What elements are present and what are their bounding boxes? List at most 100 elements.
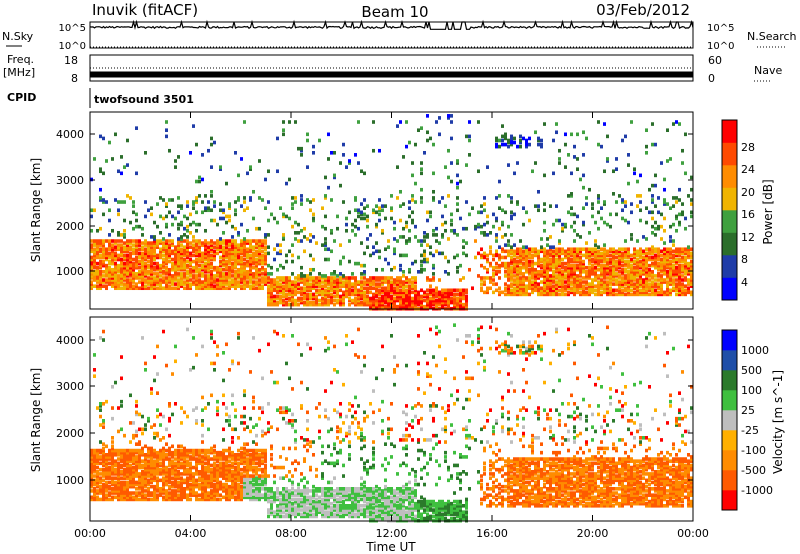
heatmap-cell (156, 255, 159, 260)
heatmap-cell (438, 278, 441, 282)
heatmap-cell (153, 267, 156, 272)
heatmap-cell (168, 461, 171, 466)
heatmap-cell (651, 270, 654, 274)
heatmap-cell (393, 292, 396, 297)
heatmap-cell (498, 138, 501, 143)
heatmap-cell (99, 408, 102, 412)
heatmap-cell (651, 231, 654, 235)
heatmap-cell (465, 134, 468, 139)
heatmap-cell (609, 247, 612, 252)
heatmap-cell (162, 484, 165, 489)
heatmap-cell (168, 272, 171, 276)
heatmap-cell (246, 276, 249, 280)
heatmap-cell (552, 257, 555, 262)
heatmap-cell (90, 267, 93, 272)
heatmap-cell (129, 440, 132, 444)
heatmap-cell (192, 249, 195, 254)
heatmap-cell (657, 286, 660, 291)
heatmap-cell (138, 459, 141, 463)
heatmap-cell (135, 249, 138, 254)
heatmap-cell (258, 282, 261, 286)
heatmap-cell (636, 251, 639, 256)
heatmap-cell (585, 249, 588, 254)
heatmap-cell (339, 284, 342, 288)
heatmap-cell (363, 298, 366, 303)
heatmap-cell (648, 270, 651, 274)
heatmap-cell (165, 442, 168, 446)
heatmap-cell (297, 222, 300, 227)
heatmap-cell (642, 265, 645, 270)
heatmap-cell (564, 253, 567, 258)
heatmap-cell (126, 476, 129, 480)
nsky-trace (89, 19, 694, 31)
heatmap-cell (510, 265, 513, 270)
heatmap-cell (675, 270, 678, 274)
heatmap-cell (117, 208, 120, 213)
heatmap-cell (318, 290, 321, 295)
heatmap-cell (150, 261, 153, 266)
heatmap-cell (585, 255, 588, 260)
heatmap-cell (519, 251, 522, 256)
heatmap-cell (423, 294, 426, 299)
heatmap-cell (318, 278, 321, 282)
heatmap-cell (123, 495, 126, 500)
heatmap-cell (135, 251, 138, 256)
heatmap-cell (432, 292, 435, 297)
heatmap-cell (111, 249, 114, 254)
heatmap-cell (486, 267, 489, 272)
heatmap-cell (135, 429, 138, 434)
heatmap-cell (531, 284, 534, 288)
heatmap-cell (678, 267, 681, 272)
heatmap-cell (555, 263, 558, 268)
heatmap-cell (519, 134, 522, 139)
heatmap-cell (111, 472, 114, 476)
heatmap-cell (348, 284, 351, 288)
heatmap-cell (597, 286, 600, 291)
heatmap-cell (546, 282, 549, 286)
heatmap-cell (216, 280, 219, 284)
heatmap-cell (270, 286, 273, 291)
heatmap-cell (519, 282, 522, 286)
heatmap-cell (489, 278, 492, 282)
heatmap-cell (654, 255, 657, 260)
heatmap-cell (660, 249, 663, 254)
heatmap-cell (192, 482, 195, 487)
heatmap-cell (276, 220, 279, 225)
heatmap-cell (246, 241, 249, 245)
heatmap-cell (429, 245, 432, 249)
heatmap-cell (168, 239, 171, 243)
heatmap-cell (453, 231, 456, 235)
heatmap-cell (234, 257, 237, 262)
heatmap-cell (687, 288, 690, 293)
heatmap-cell (171, 484, 174, 489)
heatmap-cell (309, 300, 312, 305)
heatmap-cell (390, 194, 393, 198)
heatmap-cell (111, 406, 114, 410)
heatmap-cell (147, 474, 150, 478)
heatmap-cell (666, 280, 669, 284)
heatmap-cell (522, 136, 525, 141)
heatmap-cell (108, 251, 111, 256)
heatmap-cell (141, 482, 144, 487)
heatmap-cell (153, 272, 156, 276)
power-ytick-2000: 2000 (56, 220, 84, 233)
heatmap-cell (408, 140, 411, 145)
heatmap-cell (675, 253, 678, 258)
heatmap-cell (582, 173, 585, 178)
heatmap-cell (147, 270, 150, 274)
heatmap-cell (528, 136, 531, 141)
heatmap-cell (195, 200, 198, 204)
heatmap-cell (171, 249, 174, 254)
heatmap-cell (237, 272, 240, 276)
heatmap-cell (444, 228, 447, 233)
heatmap-cell (147, 286, 150, 291)
heatmap-cell (120, 455, 123, 459)
heatmap-cell (495, 251, 498, 256)
heatmap-cell (177, 493, 180, 497)
heatmap-cell (681, 282, 684, 286)
heatmap-cell (432, 198, 435, 202)
heatmap-cell (165, 120, 168, 124)
heatmap-cell (201, 255, 204, 260)
heatmap-cell (258, 251, 261, 256)
heatmap-cell (639, 194, 642, 198)
